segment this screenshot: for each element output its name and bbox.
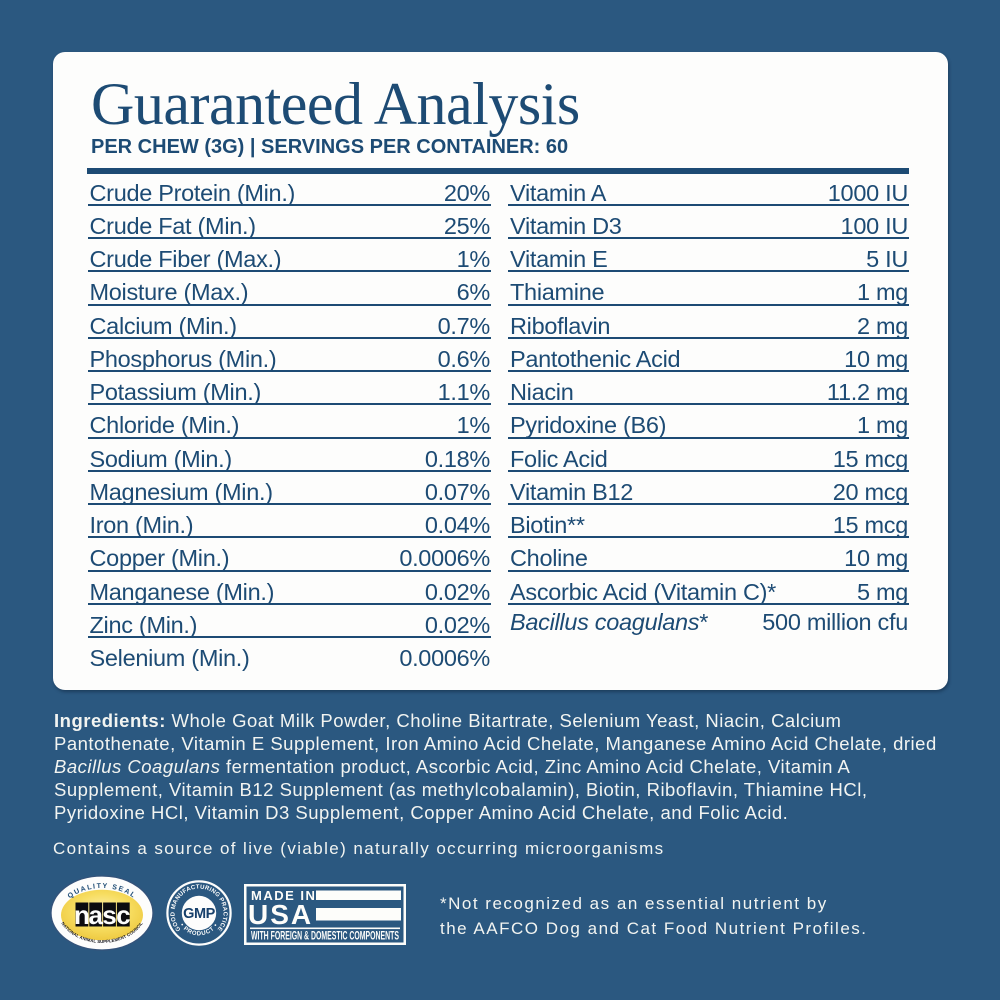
svg-text:s: s [102, 900, 116, 930]
svg-text:a: a [88, 900, 103, 930]
svg-text:n: n [74, 900, 90, 930]
svg-text:GMP: GMP [183, 906, 216, 922]
svg-text:USA: USA [248, 899, 313, 930]
svg-text:c: c [116, 900, 130, 930]
svg-text:WITH FOREIGN & DOMESTIC COMPON: WITH FOREIGN & DOMESTIC COMPONENTS [251, 929, 399, 943]
svg-text:MADE IN: MADE IN [251, 888, 316, 903]
